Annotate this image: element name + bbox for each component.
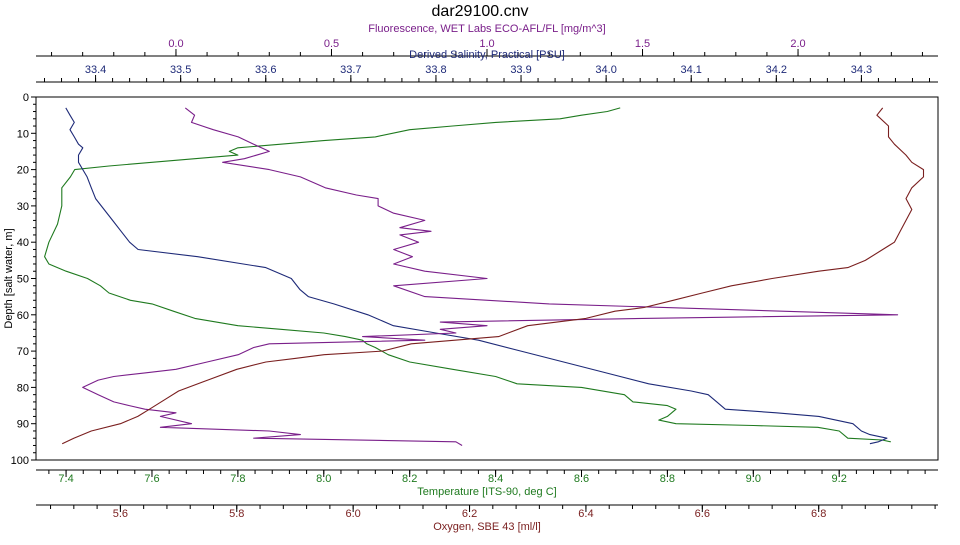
salinity-tick-label: 34.3 [851, 64, 872, 76]
oxygen-series-line [61, 107, 925, 445]
salinity-tick-label: 33.9 [510, 64, 531, 76]
salinity-tick-label: 33.7 [340, 64, 361, 76]
fluor-series-line [82, 107, 899, 446]
y-tick-label: 50 [17, 274, 29, 286]
temperature-tick-label: 8.2 [402, 473, 417, 485]
salinity-tick-label: 33.5 [170, 64, 191, 76]
temperature-tick-label: 7.6 [144, 473, 159, 485]
fluor-tick-label: 1.5 [635, 38, 650, 50]
temperature-tick-label: 8.4 [488, 473, 503, 485]
salinity-tick-label: 34.1 [681, 64, 702, 76]
y-tick-label: 30 [17, 201, 29, 213]
fluor-tick-label: 2.0 [790, 38, 805, 50]
y-tick-label: 60 [17, 310, 29, 322]
fluor-tick-label: 1.0 [479, 38, 494, 50]
salinity-tick-label: 34.2 [766, 64, 787, 76]
fluor-tick-label: 0.5 [324, 38, 339, 50]
chart-title: dar29100.cnv [432, 3, 529, 20]
y-tick-label: 80 [17, 382, 29, 394]
oxygen-tick-label: 6.0 [346, 508, 361, 520]
temperature-tick-label: 9.2 [832, 473, 847, 485]
salinity-tick-label: 33.4 [85, 64, 106, 76]
temperature-tick-label: 7.4 [58, 473, 73, 485]
temperature-tick-label: 8.0 [316, 473, 331, 485]
oxygen-tick-label: 6.6 [695, 508, 710, 520]
salinity-axis-title: Derived Salinity, Practical [PSU] [409, 49, 565, 61]
y-tick-label: 40 [17, 237, 29, 249]
oxygen-tick-label: 5.6 [113, 508, 128, 520]
plot-layer [44, 107, 925, 446]
fluor-tick-label: 0.0 [168, 38, 183, 50]
oxygen-tick-label: 6.8 [811, 508, 826, 520]
salinity-tick-label: 34.0 [595, 64, 616, 76]
y-tick-label: 10 [17, 128, 29, 140]
oxygen-axis-title: Oxygen, SBE 43 [ml/l] [433, 521, 541, 533]
oxygen-tick-label: 6.2 [462, 508, 477, 520]
y-tick-label: 0 [23, 92, 29, 104]
salinity-tick-label: 33.8 [425, 64, 446, 76]
y-tick-label: 20 [17, 165, 29, 177]
temperature-axis-title: Temperature [ITS-90, deg C] [417, 486, 556, 498]
oxygen-tick-label: 5.8 [229, 508, 244, 520]
salinity-series-line [65, 107, 888, 445]
temperature-tick-label: 8.8 [660, 473, 675, 485]
y-tick-label: 90 [17, 419, 29, 431]
axes-layer: 0 10 20 30 40 50 60 70 80 90 100 Depth [salt water,… [3, 23, 939, 533]
temperature-series-line [44, 107, 891, 443]
temperature-tick-label: 9.0 [746, 473, 761, 485]
temperature-tick-label: 7.8 [230, 473, 245, 485]
y-axis-title: Depth [salt water, m] [3, 228, 15, 328]
y-tick-label: 100 [11, 455, 29, 467]
y-tick-label: 70 [17, 346, 29, 358]
salinity-tick-label: 33.6 [255, 64, 276, 76]
temperature-tick-label: 8.6 [574, 473, 589, 485]
oxygen-tick-label: 6.4 [578, 508, 593, 520]
fluor-axis-title: Fluorescence, WET Labs ECO-AFL/FL [mg/m^… [368, 23, 605, 35]
